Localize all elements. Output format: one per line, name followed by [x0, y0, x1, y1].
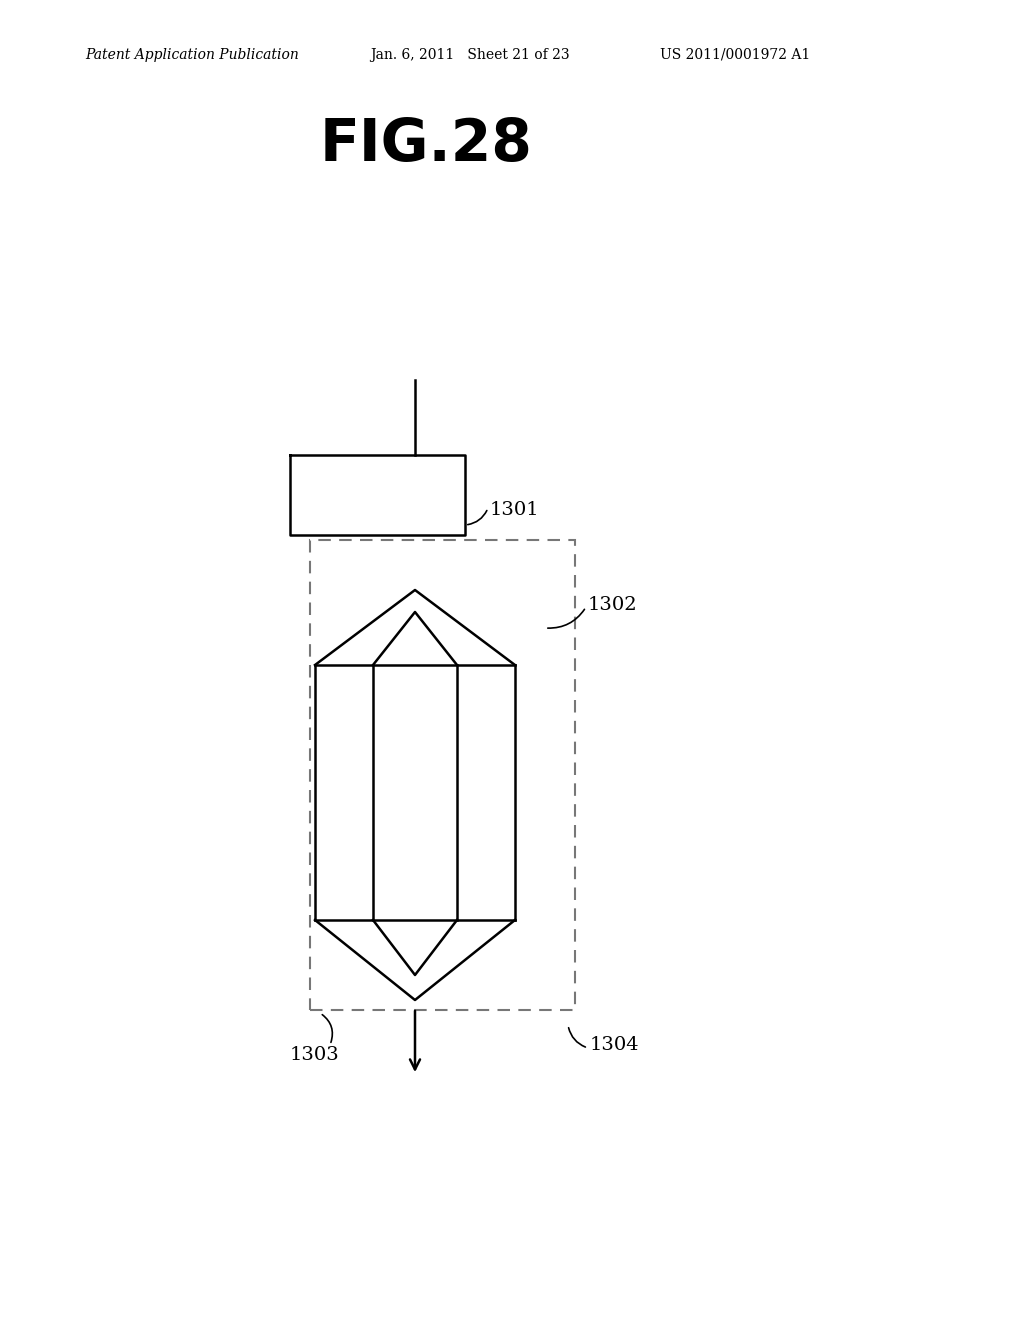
FancyArrowPatch shape — [323, 1015, 333, 1043]
Text: Patent Application Publication: Patent Application Publication — [85, 48, 299, 62]
Text: FIG.28: FIG.28 — [319, 116, 532, 173]
FancyArrowPatch shape — [568, 1028, 586, 1047]
Text: 1302: 1302 — [588, 597, 638, 614]
Text: 1303: 1303 — [290, 1045, 340, 1064]
Text: 1301: 1301 — [490, 502, 540, 519]
FancyArrowPatch shape — [468, 511, 486, 524]
Text: Jan. 6, 2011   Sheet 21 of 23: Jan. 6, 2011 Sheet 21 of 23 — [370, 48, 569, 62]
Text: 1304: 1304 — [590, 1036, 640, 1053]
Text: US 2011/0001972 A1: US 2011/0001972 A1 — [660, 48, 810, 62]
Bar — [310, 540, 575, 1010]
FancyArrowPatch shape — [548, 610, 585, 628]
